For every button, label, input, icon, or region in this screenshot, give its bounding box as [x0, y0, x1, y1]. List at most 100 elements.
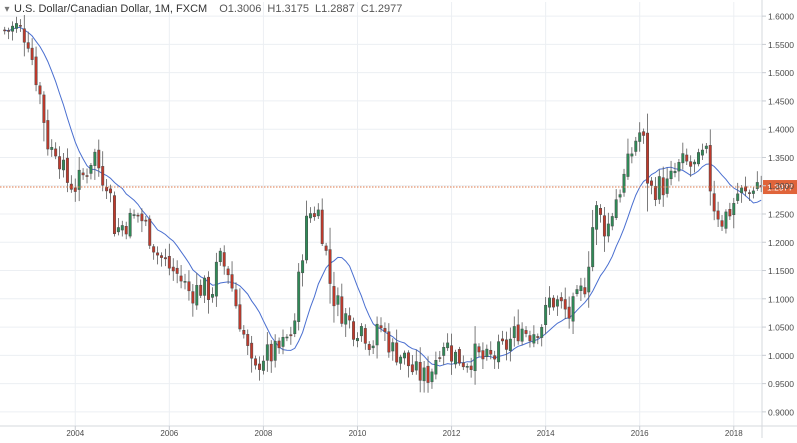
last-price-line: 1.2977: [0, 180, 797, 195]
candle-down: [58, 156, 62, 170]
candle-up: [195, 285, 199, 306]
candle-up: [403, 352, 406, 359]
candle-up: [587, 266, 591, 293]
candle-down: [246, 334, 250, 346]
candle-down: [124, 226, 128, 235]
candle-down: [367, 344, 371, 350]
candle-down: [277, 340, 281, 349]
candle-up: [700, 149, 704, 156]
candle-down: [112, 195, 116, 234]
y-tick-label: 1.1000: [768, 294, 794, 304]
candle-down: [552, 297, 555, 308]
last-price-badge: [763, 180, 797, 195]
last-price-label: 1.2977: [767, 183, 793, 193]
candle-up: [548, 297, 552, 308]
chart-legend: ▾ U.S. Dollar/Canadian Dollar, 1M, FXCM …: [0, 0, 408, 18]
candle-down: [646, 132, 650, 184]
candle-down: [54, 148, 58, 157]
candle-down: [97, 149, 101, 169]
candle-down: [65, 157, 69, 183]
candle-down: [661, 177, 665, 196]
candle-down: [26, 42, 30, 49]
candle-up: [520, 328, 524, 342]
candle-down: [101, 166, 105, 186]
candle-down: [469, 365, 473, 370]
candle-down: [289, 334, 293, 337]
candle-up: [430, 371, 434, 383]
candle-down: [105, 186, 109, 192]
candle-up: [214, 261, 218, 297]
candle-up: [532, 334, 536, 344]
candle-down: [324, 245, 328, 251]
candle-up: [497, 341, 501, 363]
candle-down: [3, 29, 7, 32]
candle-up: [336, 295, 340, 305]
candle-up: [736, 193, 740, 201]
candle-down: [602, 215, 606, 237]
candle-down: [148, 218, 152, 246]
candle-up: [285, 336, 289, 339]
candle-up: [657, 176, 661, 200]
candle-up: [293, 320, 297, 335]
candle-down: [81, 172, 85, 176]
x-tick-label: 2008: [255, 429, 273, 438]
legend-close: C1.2977: [360, 3, 403, 15]
candle-down: [18, 25, 22, 27]
candle-up: [301, 260, 305, 274]
x-tick-label: 2016: [631, 429, 649, 438]
candle-up: [724, 211, 728, 229]
candle-up: [116, 227, 120, 233]
candle-up: [508, 338, 512, 351]
candle-down: [559, 297, 563, 302]
candle-down: [501, 338, 504, 342]
candle-down: [528, 335, 532, 342]
candle-down: [175, 267, 179, 274]
y-axis: 0.9000 0.9500 1.0000 1.0500 1.1000 1.1500 1.20…: [761, 0, 794, 438]
candle-down: [191, 291, 195, 304]
candle-up: [681, 153, 685, 164]
candle-up: [454, 351, 457, 365]
candle-down: [653, 186, 657, 200]
candle-up: [555, 299, 559, 307]
candle-up: [571, 296, 575, 322]
collapse-chevron-icon[interactable]: ▾: [4, 3, 10, 15]
candle-down: [426, 365, 430, 383]
candle-down: [22, 28, 26, 43]
y-tick-label: 1.4000: [768, 125, 794, 135]
candle-down: [328, 249, 332, 284]
candle-down: [689, 161, 693, 167]
candle-down: [504, 339, 508, 350]
candle-up: [422, 367, 426, 382]
candle-up: [740, 187, 744, 194]
candle-down: [73, 187, 77, 192]
y-tick-label: 1.0000: [768, 351, 794, 361]
candle-down: [363, 328, 367, 344]
candle-down: [320, 209, 324, 244]
candle-down: [567, 306, 571, 319]
candle-up: [669, 170, 673, 180]
candle-up: [575, 289, 579, 295]
candle-up: [50, 147, 54, 150]
moving-average-line: [4, 26, 762, 367]
candle-down: [199, 284, 203, 296]
candle-down: [230, 274, 234, 289]
candle-down: [461, 362, 465, 368]
candle-up: [579, 285, 583, 291]
candle-up: [485, 348, 489, 357]
candle-down: [536, 336, 540, 338]
candle-down: [34, 56, 38, 86]
candle-up: [183, 281, 187, 283]
x-tick-label: 2018: [725, 429, 743, 438]
candle-down: [708, 145, 712, 192]
candle-down: [457, 349, 461, 364]
candle-up: [673, 171, 677, 174]
candle-down: [109, 188, 113, 194]
candle-down: [712, 193, 716, 212]
candle-down: [258, 363, 261, 370]
y-tick-label: 1.2500: [768, 210, 794, 220]
candle-up: [93, 151, 97, 166]
y-tick-label: 1.3500: [768, 153, 794, 163]
candle-down: [207, 276, 210, 300]
candle-down: [599, 207, 602, 215]
